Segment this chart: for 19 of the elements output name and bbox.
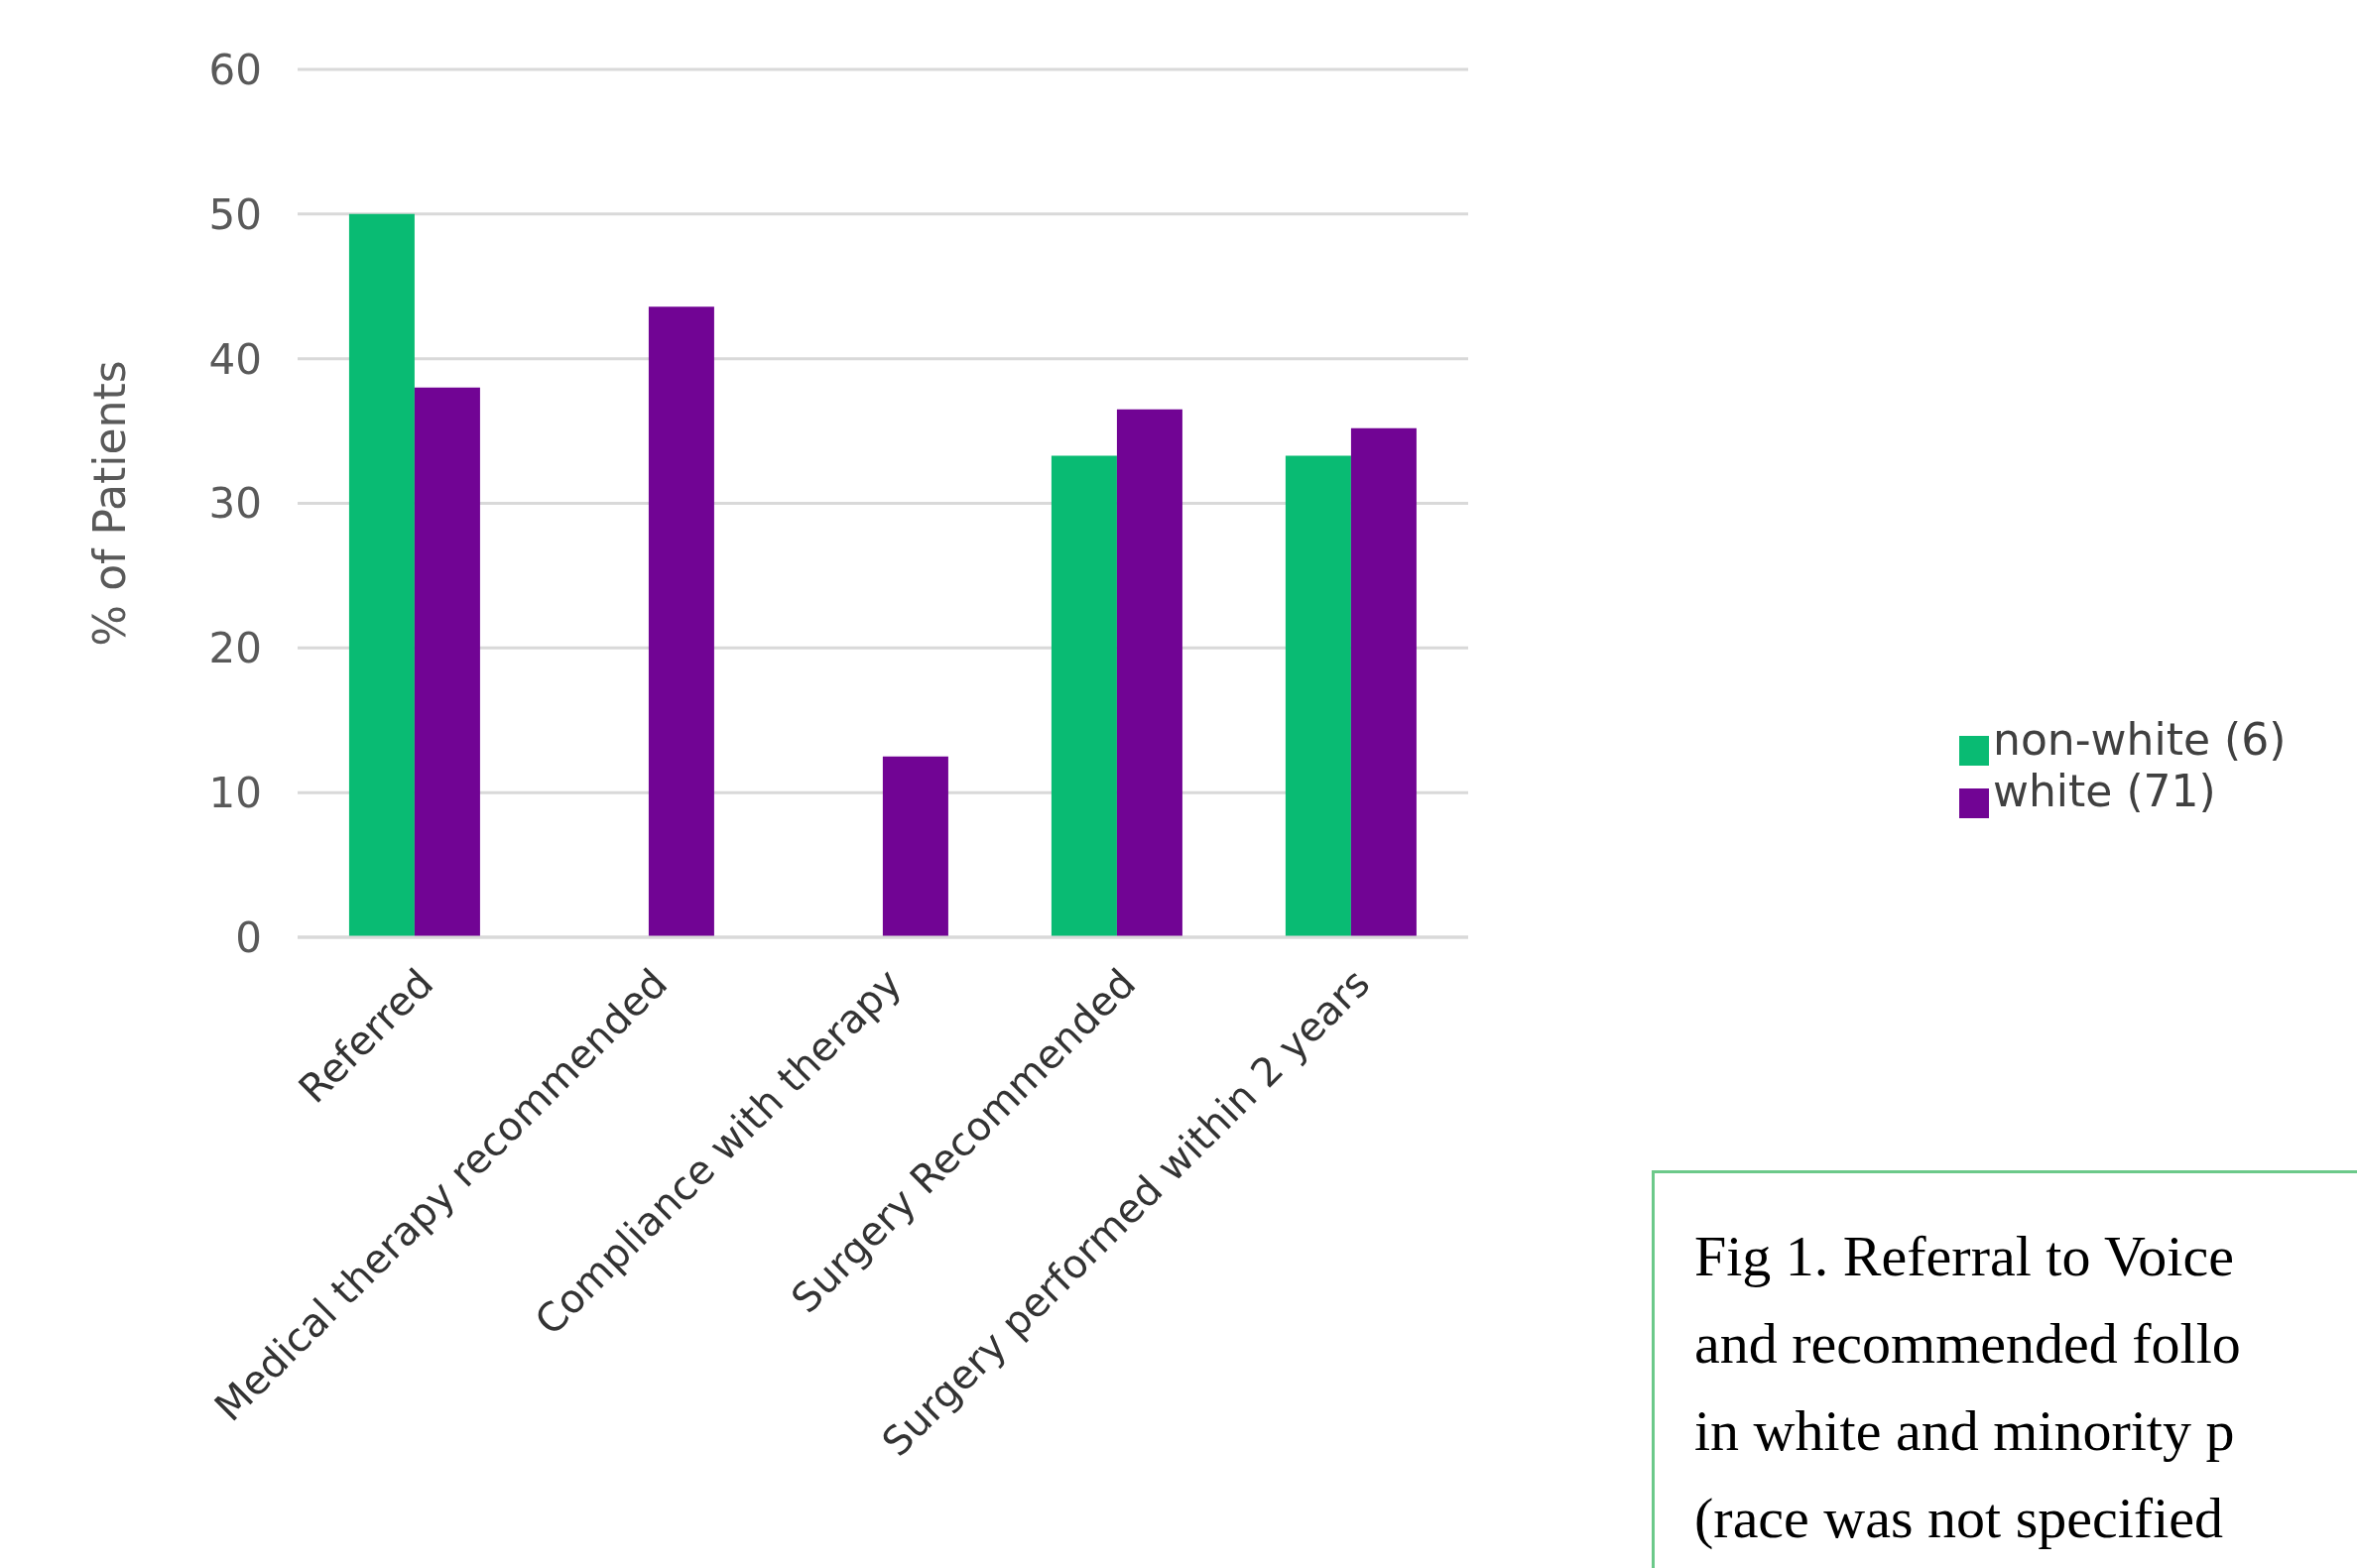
bar: [1285, 455, 1351, 937]
legend-label: white (71): [1993, 766, 2216, 817]
bar: [1051, 455, 1117, 937]
y-axis-title: % of Patients: [83, 360, 135, 647]
y-tick-label: 0: [235, 912, 262, 962]
y-tick-label: 30: [208, 479, 262, 529]
y-tick-label: 60: [208, 45, 262, 94]
y-tick-label: 40: [208, 334, 262, 384]
bar: [1350, 427, 1417, 937]
bar: [1116, 409, 1182, 937]
y-tick-label: 20: [208, 624, 262, 673]
bar: [348, 213, 415, 937]
y-tick-label: 50: [208, 189, 262, 239]
bar: [882, 756, 948, 937]
bar: [648, 306, 714, 937]
caption: Fig 1. Referral to Voice and recommended follo in white and minority p (race was not specified: [1652, 1170, 2357, 1568]
legend-label: non-white (6): [1993, 714, 2287, 765]
y-tick-label: 10: [208, 769, 262, 818]
bar: [414, 387, 480, 937]
